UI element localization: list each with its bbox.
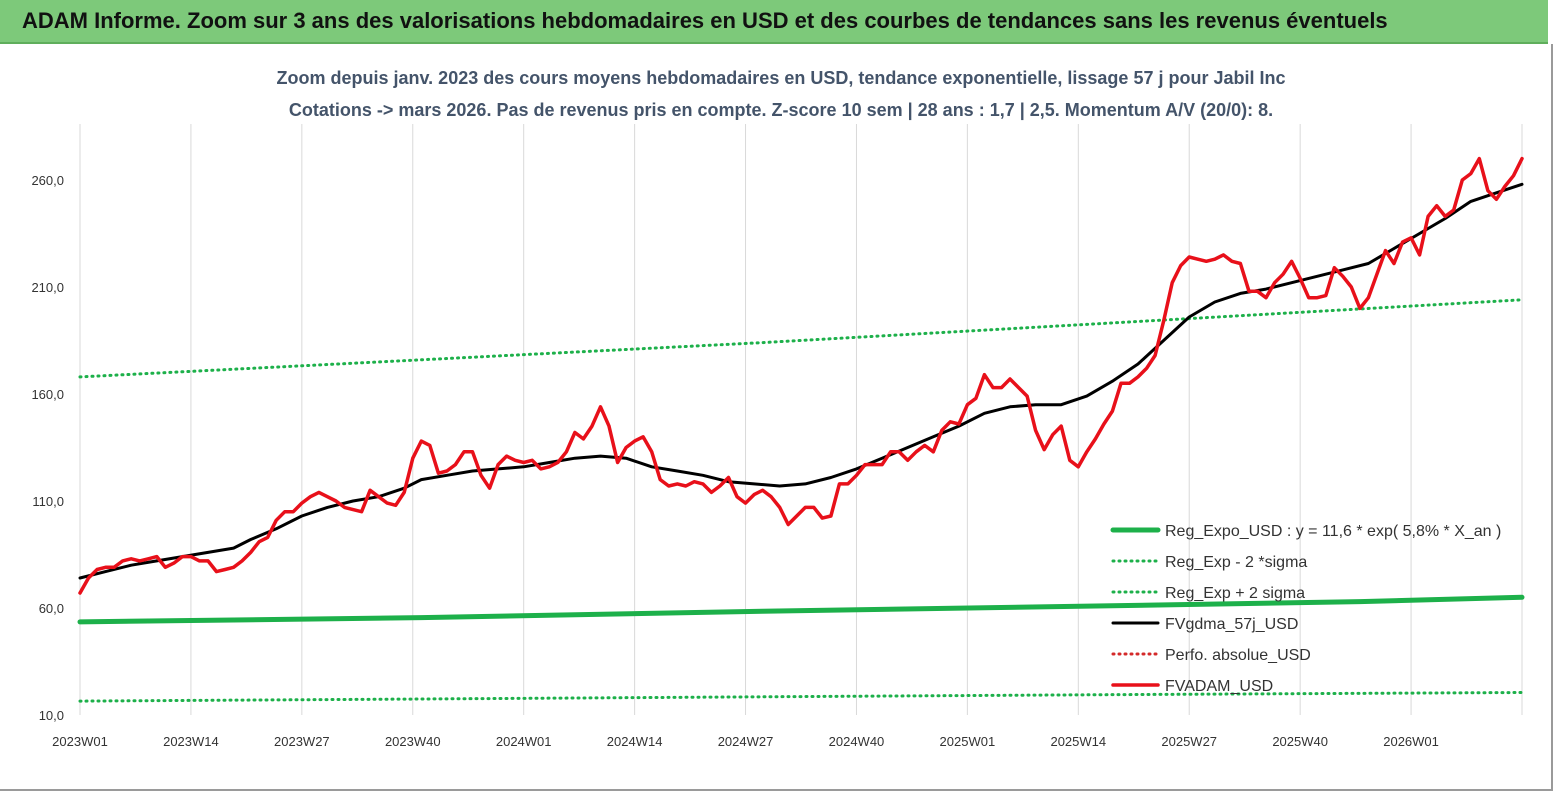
y-tick-label: 110,0: [32, 494, 64, 509]
y-tick-label: 260,0: [31, 173, 64, 188]
x-tick-label: 2025W01: [940, 734, 996, 749]
series-line-1: [78, 691, 1524, 703]
legend-label-4: Perfo. absolue_USD: [1165, 647, 1311, 664]
x-tick-label: 2023W01: [52, 734, 108, 749]
y-tick-label: 160,0: [31, 387, 64, 402]
legend: Reg_Expo_USD : y = 11,6 * exp( 5,8% * X_…: [1110, 523, 1501, 695]
series-line-3: [78, 182, 1524, 580]
x-tick-label: 2024W14: [607, 734, 663, 749]
series-line-2: [78, 298, 1524, 379]
x-axis-labels: 2023W01 2023W14 2023W27 2023W40 2024W01 2024W…: [52, 734, 1439, 749]
legend-label-0: Reg_Expo_USD : y = 11,6 * exp( 5,8% * X_…: [1165, 523, 1501, 540]
legend-label-1: Reg_Exp - 2 *sigma: [1165, 554, 1307, 571]
chart-frame: Zoom depuis janv. 2023 des cours moyens …: [0, 44, 1553, 791]
series-line-0: [77, 594, 1525, 625]
series-line-5: [78, 156, 1524, 595]
y-axis-labels: 10,0 60,0 110,0 160,0 210,0 260,0: [31, 173, 64, 723]
x-tick-label: 2024W40: [829, 734, 885, 749]
x-tick-label: 2025W27: [1161, 734, 1217, 749]
x-tick-label: 2025W40: [1272, 734, 1328, 749]
x-tick-label: 2024W27: [718, 734, 774, 749]
banner: ADAM Informe. Zoom sur 3 ans des valoris…: [0, 0, 1548, 44]
y-tick-label: 10,0: [39, 708, 64, 723]
legend-label-2: Reg_Exp + 2 sigma: [1165, 585, 1305, 602]
x-tick-label: 2023W14: [163, 734, 219, 749]
y-tick-label: 210,0: [31, 280, 64, 295]
x-tick-label: 2024W01: [496, 734, 552, 749]
banner-title: ADAM Informe. Zoom sur 3 ans des valoris…: [22, 8, 1388, 33]
x-tick-label: 2023W40: [385, 734, 441, 749]
legend-label-5: FVADAM_USD: [1165, 678, 1273, 695]
legend-label-3: FVgdma_57j_USD: [1165, 616, 1298, 633]
x-tick-label: 2025W14: [1050, 734, 1106, 749]
chart-title-line2: Cotations -> mars 2026. Pas de revenus p…: [289, 100, 1273, 120]
chart-svg: Zoom depuis janv. 2023 des cours moyens …: [31, 68, 1525, 749]
series-lines: [77, 156, 1525, 703]
x-tick-label: 2026W01: [1383, 734, 1439, 749]
y-tick-label: 60,0: [39, 601, 64, 616]
x-tick-label: 2023W27: [274, 734, 330, 749]
chart-title-line1: Zoom depuis janv. 2023 des cours moyens …: [277, 68, 1286, 88]
grid: [79, 124, 1523, 715]
